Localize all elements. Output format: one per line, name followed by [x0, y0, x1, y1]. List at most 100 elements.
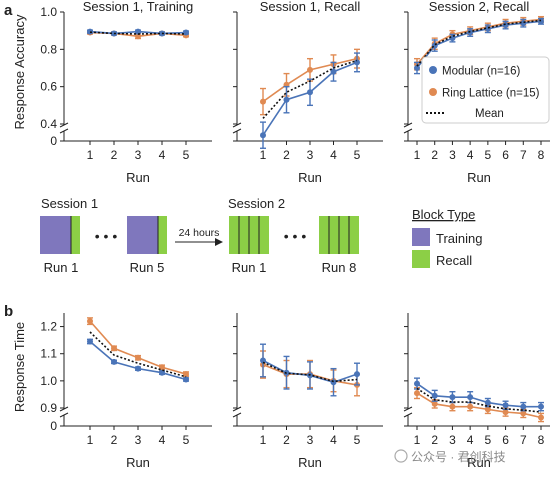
session1-run5-training-block	[127, 216, 158, 254]
data-point-modular	[414, 380, 420, 387]
watermark: 公众号 · 君创科技	[394, 449, 506, 464]
chart-rt-session1-training: 0 0.9 1.0 1.1 1.2 1 2 3 4 5 Run	[40, 313, 212, 470]
data-point-modular	[520, 403, 527, 410]
panel-letter-a: a	[4, 2, 13, 19]
data-point-modular	[449, 394, 456, 401]
x-tick-label: 4	[330, 148, 337, 162]
chart-legend: Modular (n=16) Ring Lattice (n=15) Mean	[421, 56, 550, 124]
session1-label: Session 1	[41, 196, 98, 211]
data-point-ring	[183, 371, 189, 378]
x-tick-label: 3	[307, 148, 314, 162]
axis-break-mark	[59, 128, 69, 134]
data-point-ring	[449, 403, 456, 410]
data-point-modular	[414, 65, 420, 71]
x-tick-label: 3	[449, 433, 456, 447]
data-point-modular	[283, 96, 290, 103]
axis-break-mark	[232, 128, 242, 134]
data-point-modular	[135, 365, 141, 372]
ylabel-response-time: Response Time	[12, 322, 27, 412]
data-point-modular	[467, 394, 474, 401]
series-line-mean	[262, 59, 358, 119]
series-line-mean	[262, 361, 358, 383]
data-point-modular	[502, 402, 509, 409]
y-tick-label: 0.8	[40, 42, 57, 56]
x-tick-label: 1	[260, 148, 267, 162]
y-tick-label: 1.1	[40, 347, 57, 361]
axis-break-mark	[403, 128, 413, 134]
data-point-modular	[538, 403, 544, 410]
y-tick-label: 1.0	[40, 5, 57, 19]
data-point-ring	[502, 409, 509, 416]
data-point-ring	[484, 406, 491, 413]
x-tick-label: 2	[111, 148, 118, 162]
data-point-ring	[520, 410, 527, 417]
chart-title: Session 1, Training	[83, 0, 194, 14]
series-line-mean	[416, 19, 542, 67]
arrow-head-icon	[215, 238, 223, 246]
data-point-modular	[354, 371, 360, 378]
x-axis-label: Run	[467, 170, 491, 185]
chart-rt-session1-recall: 1 2 3 4 5 Run	[232, 313, 383, 470]
data-point-modular	[111, 358, 117, 365]
x-tick-label: 3	[307, 433, 314, 447]
run-label-s1-run1: Run 1	[44, 260, 79, 275]
x-axis-label: Run	[467, 455, 491, 470]
session1-run5-recall-block	[158, 216, 167, 254]
recall-swatch	[412, 250, 430, 268]
x-tick-label: 5	[183, 433, 190, 447]
x-tick-label: 6	[502, 433, 509, 447]
y-tick-label: 0.4	[40, 117, 57, 131]
x-tick-label: 2	[431, 148, 438, 162]
data-point-modular	[260, 357, 266, 364]
training-swatch	[412, 228, 430, 246]
panel-letter-b: b	[4, 303, 13, 320]
run-label-s2-run8: Run 8	[322, 260, 357, 275]
x-axis-label: Run	[126, 455, 150, 470]
x-tick-label: 1	[414, 433, 421, 447]
x-tick-label: 1	[87, 433, 94, 447]
x-tick-label: 8	[538, 148, 545, 162]
series-line-mean	[89, 31, 187, 35]
x-tick-label: 5	[485, 433, 492, 447]
data-point-modular	[87, 28, 93, 35]
legend-label-modular: Modular (n=16)	[442, 66, 520, 78]
chart-title: Session 2, Recall	[429, 0, 530, 14]
data-point-modular	[502, 22, 509, 29]
x-tick-label: 2	[431, 433, 438, 447]
x-tick-label: 1	[87, 148, 94, 162]
y-tick-label: 1.0	[40, 374, 57, 388]
wechat-icon	[394, 449, 408, 463]
legend-label-mean: Mean	[475, 108, 504, 120]
data-point-ring	[87, 318, 93, 325]
y-tick-label: 1.2	[40, 320, 57, 334]
x-tick-label: 5	[354, 148, 361, 162]
data-point-modular	[467, 29, 474, 36]
data-point-modular	[330, 68, 337, 75]
x-tick-label: 2	[111, 433, 118, 447]
data-point-modular	[330, 379, 337, 386]
training-label: Training	[436, 231, 482, 246]
y-tick-label: 0.6	[40, 80, 57, 94]
data-point-modular	[538, 18, 544, 25]
data-point-ring	[467, 403, 474, 410]
axis-break-mark	[232, 406, 242, 412]
y-tick-label: 0.9	[40, 401, 57, 415]
x-tick-label: 5	[354, 433, 361, 447]
legend-marker-ring	[429, 88, 437, 96]
chart-title: Session 1, Recall	[260, 0, 361, 14]
axis-break-mark	[59, 412, 69, 418]
x-tick-label: 4	[159, 433, 166, 447]
x-tick-label: 3	[135, 148, 142, 162]
data-point-modular	[484, 399, 491, 406]
data-point-ring	[431, 400, 438, 407]
data-point-ring	[135, 354, 141, 361]
run-label-s2-run1: Run 1	[232, 260, 267, 275]
run-label-s1-run5: Run 5	[130, 260, 165, 275]
ellipsis-session2: • • •	[284, 228, 307, 244]
ellipsis-session1: • • •	[95, 228, 118, 244]
x-axis-label: Run	[126, 170, 150, 185]
y-tick-label: 0	[50, 419, 57, 433]
axis-break-mark	[232, 412, 242, 418]
data-point-modular	[260, 132, 266, 139]
data-point-modular	[354, 59, 360, 66]
